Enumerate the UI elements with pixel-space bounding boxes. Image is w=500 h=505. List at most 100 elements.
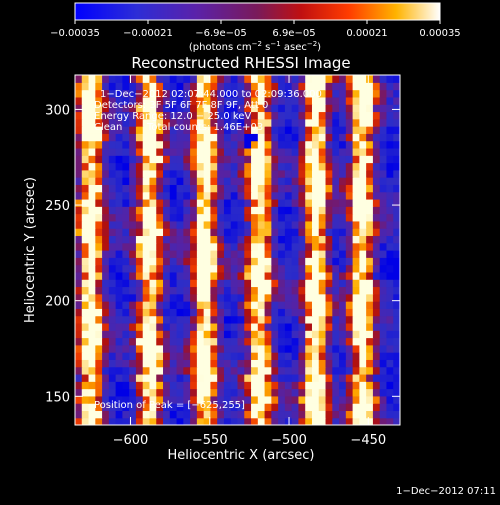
- heatmap-cell: [325, 293, 333, 302]
- heatmap-cell: [352, 184, 360, 193]
- heatmap-cell: [325, 162, 333, 171]
- heatmap-cell: [75, 373, 83, 382]
- heatmap-cell: [142, 235, 151, 244]
- heatmap-cell: [366, 344, 374, 353]
- heatmap-cell: [237, 308, 245, 317]
- heatmap-cell: [393, 140, 400, 149]
- heatmap-cell: [386, 352, 394, 360]
- heatmap-cell: [190, 279, 198, 288]
- heatmap-cell: [102, 184, 110, 193]
- colorbar-tick-label: −0.00021: [123, 28, 173, 39]
- heatmap-cell: [135, 352, 144, 360]
- heatmap-cell: [271, 198, 279, 207]
- heatmap-cell: [298, 301, 306, 309]
- heatmap-cell: [223, 111, 232, 120]
- heatmap-cell: [386, 96, 394, 105]
- heatmap-cell: [372, 155, 381, 164]
- heatmap-cell: [122, 250, 130, 258]
- heatmap-cell: [163, 206, 171, 215]
- heatmap-cell: [372, 220, 381, 229]
- heatmap-cell: [196, 140, 205, 149]
- heatmap-cell: [169, 381, 178, 390]
- heatmap-cell: [332, 322, 340, 331]
- heatmap-cell: [278, 410, 286, 419]
- heatmap-cell: [169, 271, 178, 280]
- heatmap-cell: [318, 235, 327, 244]
- heatmap-cell: [291, 147, 300, 156]
- heatmap-cell: [122, 75, 130, 83]
- heatmap-cell: [135, 344, 144, 353]
- heatmap-cell: [169, 82, 178, 91]
- heatmap-cell: [284, 366, 293, 375]
- heatmap-cell: [122, 352, 130, 360]
- heatmap-cell: [372, 381, 381, 390]
- heatmap-cell: [237, 388, 245, 397]
- heatmap-cell: [217, 184, 225, 193]
- heatmap-cell: [305, 111, 313, 120]
- heatmap-cell: [183, 286, 191, 295]
- heatmap-cell: [372, 140, 381, 149]
- heatmap-cell: [393, 213, 400, 222]
- heatmap-cell: [264, 337, 272, 346]
- heatmap-cell: [203, 286, 212, 295]
- heatmap-cell: [230, 322, 239, 331]
- heatmap-cell: [325, 373, 333, 382]
- colorbar-ticks: −0.00035 −0.00021 −6.9e−05 6.9e−05 0.00021 0.…: [50, 20, 461, 39]
- heatmap-cell: [284, 177, 293, 185]
- heatmap-cell: [183, 257, 191, 266]
- heatmap-cell: [102, 220, 110, 229]
- heatmap-cell: [264, 75, 272, 83]
- heatmap-cell: [298, 155, 306, 164]
- heatmap-cell: [244, 264, 252, 273]
- heatmap-cell: [345, 381, 354, 390]
- heatmap-cell: [359, 155, 367, 164]
- heatmap-cell: [298, 330, 306, 339]
- heatmap-cell: [81, 315, 90, 324]
- heatmap-cell: [108, 177, 117, 185]
- heatmap-cell: [271, 395, 279, 404]
- heatmap-cell: [366, 169, 374, 178]
- heatmap-cell: [169, 359, 178, 368]
- heatmap-cell: [366, 279, 374, 288]
- heatmap-cell: [81, 330, 90, 339]
- heatmap-cell: [352, 308, 360, 317]
- heatmap-cell: [156, 315, 164, 324]
- heatmap-cell: [169, 147, 178, 156]
- heatmap-cell: [230, 111, 239, 120]
- heatmap-cell: [278, 228, 286, 237]
- annotation-clean: Clean: [94, 122, 122, 133]
- heatmap-cell: [115, 213, 123, 222]
- heatmap-cell: [372, 264, 381, 273]
- heatmap-cell: [332, 82, 340, 91]
- heatmap-cell: [183, 133, 191, 142]
- heatmap-cell: [339, 352, 347, 360]
- heatmap-cell: [298, 133, 306, 142]
- heatmap-cell: [203, 198, 212, 207]
- heatmap-cell: [176, 301, 184, 309]
- heatmap-cell: [163, 410, 171, 419]
- heatmap-cell: [163, 213, 171, 222]
- heatmap-cell: [332, 344, 340, 353]
- heatmap-cell: [203, 322, 212, 331]
- heatmap-cell: [88, 264, 96, 273]
- heatmap-cell: [108, 293, 117, 302]
- heatmap-cell: [284, 206, 293, 215]
- heatmap-cell: [142, 381, 151, 390]
- heatmap-cell: [149, 155, 157, 164]
- heatmap-cell: [196, 286, 205, 295]
- heatmap-cell: [257, 381, 266, 390]
- heatmap-cell: [95, 315, 103, 324]
- heatmap-cell: [176, 184, 184, 193]
- heatmap-cell: [271, 301, 279, 309]
- heatmap-cell: [129, 315, 137, 324]
- heatmap-cell: [223, 184, 232, 193]
- heatmap-cell: [129, 126, 137, 134]
- heatmap-cell: [135, 410, 144, 419]
- heatmap-cell: [345, 133, 354, 142]
- heatmap-cell: [271, 118, 279, 127]
- heatmap-cell: [183, 381, 191, 390]
- heatmap-cell: [386, 235, 394, 244]
- heatmap-cell: [386, 330, 394, 339]
- heatmap-cell: [352, 315, 360, 324]
- heatmap-cell: [129, 111, 137, 120]
